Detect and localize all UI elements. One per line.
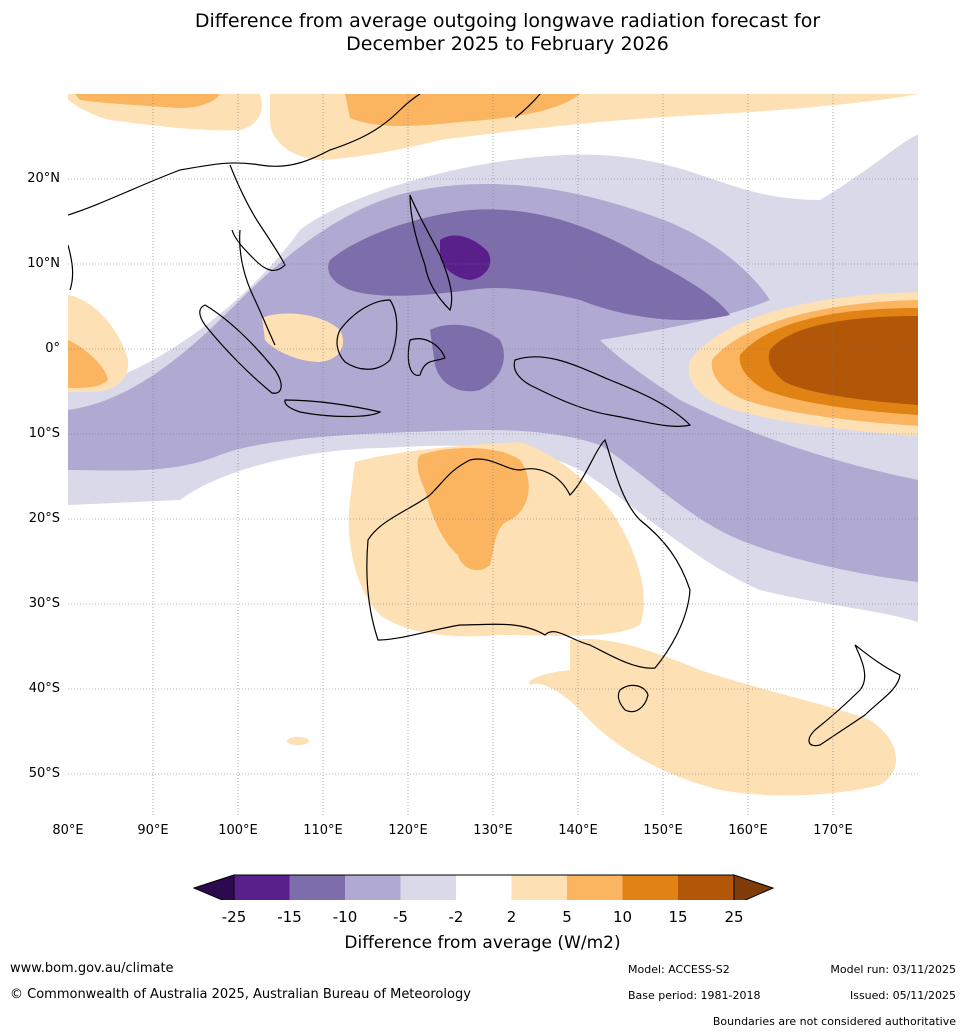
colorbar-segment-7 <box>567 875 623 900</box>
colorbar-segment-8 <box>622 875 678 900</box>
lon-label-170e: 170°E <box>813 823 853 838</box>
anomaly-negative-strong <box>328 209 730 320</box>
anomaly-positive-northwest-moderate <box>75 94 220 108</box>
footer-issued: Issued: 05/11/2025 <box>849 989 956 1002</box>
coastline-india <box>68 244 74 291</box>
anomaly-positive-north-moderate <box>345 94 580 126</box>
olr-anomaly-map <box>68 94 918 900</box>
coastline-new-zealand <box>808 644 901 747</box>
title-line-1: Difference from average outgoing longwav… <box>194 10 821 32</box>
footer-model: Model: ACCESS-S2 <box>628 963 730 976</box>
anomaly-negative-extreme <box>440 235 491 280</box>
colorbar-segment-1 <box>234 875 290 900</box>
anomaly-positive-west-moderate <box>68 340 108 388</box>
colorbar-tick-label: 2 <box>506 908 517 926</box>
graticule <box>68 94 918 816</box>
footer-model-run: Model run: 03/11/2025 <box>830 963 956 976</box>
lat-label-10s: 10°S <box>28 426 60 441</box>
colorbar-tick-label: 15 <box>668 908 688 926</box>
coastline-asia-mainland <box>68 94 421 272</box>
anomaly-negative-weak-east <box>860 175 918 320</box>
coastline-borneo <box>336 299 398 370</box>
coastline-australia <box>366 438 691 669</box>
anomaly-positive-southern-ocean <box>529 639 897 796</box>
lat-label-30s: 30°S <box>28 596 60 611</box>
footer-website-link[interactable]: www.bom.gov.au/climate <box>10 961 174 976</box>
lat-label-20n: 20°N <box>27 171 60 186</box>
lon-label-80e: 80°E <box>52 823 84 838</box>
colorbar-frame <box>233 874 735 900</box>
colorbar <box>192 874 775 900</box>
coastline-sulawesi <box>407 338 446 376</box>
chart-title: Difference from average outgoing longwav… <box>0 10 965 56</box>
colorbar-tick-label: -25 <box>221 908 247 926</box>
colorbar-over-arrow <box>733 874 775 900</box>
colorbar-under-arrow <box>192 874 235 900</box>
colorbar-tick-label: -10 <box>332 908 358 926</box>
colorbar-tick-label: -15 <box>277 908 302 926</box>
colorbar-segment-6 <box>511 875 567 900</box>
coastline-japan <box>514 94 541 119</box>
anomaly-field <box>68 94 918 816</box>
footer-base-period: Base period: 1981-2018 <box>628 989 761 1002</box>
colorbar-tick-label: -5 <box>393 908 408 926</box>
colorbar-segment-5 <box>456 875 512 900</box>
colorbar-title: Difference from average (W/m2) <box>344 933 621 953</box>
coastline-sumatra <box>199 304 282 394</box>
lat-label-50s: 50°S <box>28 766 60 781</box>
footer-copyright: © Commonwealth of Australia 2025, Austra… <box>10 987 471 1002</box>
lon-label-130e: 130°E <box>473 823 513 838</box>
colorbar-segment-2 <box>289 875 345 900</box>
coastline-new-guinea <box>513 356 692 427</box>
coastlines <box>68 94 901 747</box>
colorbar-tick-label: -2 <box>448 908 464 926</box>
coastline-tasmania <box>617 684 649 713</box>
colorbar-tick-label: 5 <box>562 908 572 926</box>
colorbar-segment-3 <box>345 875 401 900</box>
colorbar-tick-label: 10 <box>612 908 633 926</box>
lon-label-110e: 110°E <box>303 823 343 838</box>
coastline-malay-peninsula <box>239 229 276 346</box>
lat-label-0: 0° <box>45 341 60 356</box>
lon-label-150e: 150°E <box>643 823 683 838</box>
colorbar-segment-9 <box>678 875 734 900</box>
coastline-philippines <box>409 194 453 312</box>
anomaly-positive-pacific-extreme <box>768 316 918 405</box>
colorbar-tick-label: 25 <box>724 908 744 926</box>
anomaly-negative-moderate <box>68 184 918 582</box>
anomaly-negative-strong-south <box>430 324 504 392</box>
lon-label-140e: 140°E <box>558 823 598 838</box>
colorbar-segment-4 <box>400 875 456 900</box>
lon-label-120e: 120°E <box>388 823 428 838</box>
lon-label-90e: 90°E <box>137 823 169 838</box>
lon-label-100e: 100°E <box>218 823 258 838</box>
anomaly-positive-australia <box>348 442 644 637</box>
anomaly-positive-southern-islet <box>287 737 309 745</box>
lat-label-20s: 20°S <box>28 511 60 526</box>
lat-label-40s: 40°S <box>28 681 60 696</box>
footer-disclaimer: Boundaries are not considered authoritat… <box>712 1015 956 1028</box>
lat-label-10n: 10°N <box>27 256 60 271</box>
coastline-java <box>284 399 382 418</box>
lon-label-160e: 160°E <box>728 823 768 838</box>
title-line-2: December 2025 to February 2026 <box>346 33 669 55</box>
